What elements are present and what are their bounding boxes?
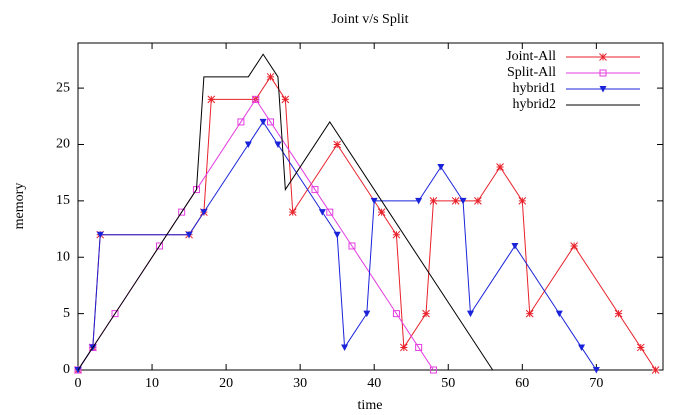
data-point (244, 141, 252, 148)
data-point (74, 367, 82, 374)
plot-frame (77, 42, 664, 371)
data-point (178, 208, 186, 216)
legend-label: hybrid1 (512, 81, 556, 96)
x-tick-label: 70 (589, 376, 603, 391)
data-point (111, 310, 119, 318)
data-point (281, 95, 290, 104)
legend-label: Joint-All (506, 49, 556, 64)
data-point (459, 197, 467, 205)
data-point (511, 242, 519, 250)
data-point (333, 231, 341, 239)
x-tick-label: 60 (515, 376, 529, 391)
data-point (614, 309, 623, 318)
data-point (399, 343, 408, 352)
data-point (437, 164, 445, 171)
data-point (363, 310, 371, 318)
data-point (266, 72, 275, 81)
data-point (578, 344, 586, 351)
legend-marker (599, 69, 607, 77)
data-point (415, 343, 423, 351)
data-point (555, 310, 563, 318)
legend-marker (599, 53, 607, 61)
data-point (207, 95, 216, 104)
data-point (155, 242, 163, 250)
data-point (392, 230, 401, 239)
data-point (341, 344, 349, 351)
legend-label: hybrid2 (512, 97, 556, 112)
x-tick-label: 40 (367, 376, 381, 391)
y-axis-label: memory (12, 183, 27, 230)
data-point (592, 367, 600, 374)
data-point (377, 208, 386, 216)
x-tick-label: 20 (219, 376, 233, 391)
data-point (466, 310, 474, 318)
data-point (525, 309, 534, 318)
y-tick-label: 10 (56, 249, 70, 264)
data-point (288, 208, 297, 216)
data-point (651, 366, 660, 374)
data-point (474, 197, 482, 205)
x-tick-label: 0 (75, 376, 82, 391)
data-point (429, 197, 438, 205)
data-point (636, 343, 645, 352)
y-tick-label: 20 (56, 137, 70, 152)
data-point (237, 118, 245, 126)
data-point (451, 197, 460, 205)
x-axis-label: time (358, 398, 383, 413)
data-point (326, 208, 334, 216)
y-tick-label: 25 (56, 80, 70, 95)
data-point (318, 209, 326, 216)
data-point (415, 197, 423, 205)
data-point (252, 95, 260, 103)
data-point (392, 310, 400, 318)
data-point (429, 366, 437, 374)
legend-label: Split-All (507, 65, 556, 80)
data-point (518, 197, 527, 205)
data-point (311, 186, 319, 194)
series-line (77, 75, 657, 371)
data-point (333, 140, 342, 149)
data-point (570, 242, 578, 250)
x-tick-label: 30 (293, 376, 307, 391)
data-point (370, 197, 378, 205)
data-point (96, 231, 104, 239)
x-tick-label: 10 (145, 376, 159, 391)
data-point (185, 231, 193, 239)
data-point (496, 163, 504, 171)
x-tick-label: 50 (441, 376, 455, 391)
data-point (200, 209, 208, 216)
data-point (274, 141, 282, 148)
series-line (77, 121, 597, 371)
data-point (422, 309, 430, 318)
data-point (267, 118, 275, 126)
y-tick-label: 5 (63, 306, 70, 321)
y-tick-label: 15 (56, 193, 70, 208)
data-point (259, 118, 267, 126)
legend-marker (599, 86, 607, 93)
y-tick-label: 0 (63, 362, 70, 377)
chart-title: Joint v/s Split (331, 12, 408, 27)
data-point (348, 242, 356, 250)
series-line (77, 53, 494, 371)
